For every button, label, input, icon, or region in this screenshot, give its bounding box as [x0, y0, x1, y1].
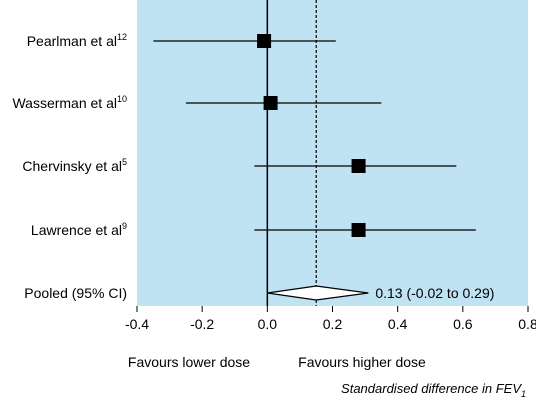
x-tick-label: 0.0 — [258, 316, 278, 332]
guide-lines — [266, 0, 317, 306]
study-label-name: Wasserman et al — [12, 95, 117, 111]
favours-lower-label: Favours lower dose — [128, 354, 250, 370]
study-row: Wasserman et al10 — [12, 94, 382, 111]
study-row: Lawrence et al9 — [31, 221, 476, 238]
favours-higher-label: Favours higher dose — [298, 354, 426, 370]
point-estimate-marker — [263, 96, 278, 110]
study-row: Chervinsky et al5 — [22, 157, 457, 174]
study-label: Chervinsky et al5 — [22, 157, 127, 174]
x-tick-label: 0.4 — [388, 316, 408, 332]
point-estimate-marker — [351, 159, 366, 173]
study-label-name: Lawrence et al — [31, 222, 122, 238]
pooled-label: Pooled (95% CI) — [24, 285, 127, 301]
pooled-estimate-annotation: 0.13 (-0.02 to 0.29) — [375, 285, 494, 301]
x-tick-label: -0.2 — [190, 316, 214, 332]
x-tick-label: 0.8 — [518, 316, 536, 332]
study-label-reference: 5 — [122, 157, 127, 167]
pooled-diamond — [267, 285, 369, 301]
study-label: Pearlman et al12 — [27, 32, 127, 49]
study-label-reference: 10 — [117, 94, 127, 104]
study-label: Wasserman et al10 — [12, 94, 127, 111]
point-estimate-marker — [257, 34, 272, 48]
study-rows: Pearlman et al12 Wasserman et al10 Chervin… — [12, 32, 476, 238]
x-axis-title-subscript: 1 — [521, 389, 526, 399]
plot-background — [137, 0, 528, 306]
x-tick-label: -0.4 — [125, 316, 149, 332]
study-label-name: Chervinsky et al — [22, 158, 122, 174]
study-label-reference: 12 — [117, 32, 127, 42]
study-row: Pearlman et al12 — [27, 32, 336, 49]
x-axis-title: Standardised difference in FEV1 — [341, 381, 526, 399]
x-axis: -0.4 -0.2 0.0 0.2 0.4 0.6 0.8 — [125, 306, 536, 332]
point-estimate-marker — [351, 223, 366, 237]
study-label-reference: 9 — [122, 221, 127, 231]
pooled-row: Pooled (95% CI) 0.13 (-0.02 to 0.29) — [24, 285, 494, 301]
x-axis-title-main: Standardised difference in FEV — [341, 381, 522, 396]
study-label: Lawrence et al9 — [31, 221, 127, 238]
x-tick-label: 0.6 — [453, 316, 473, 332]
study-label-name: Pearlman et al — [27, 33, 117, 49]
x-tick-label: 0.2 — [323, 316, 343, 332]
